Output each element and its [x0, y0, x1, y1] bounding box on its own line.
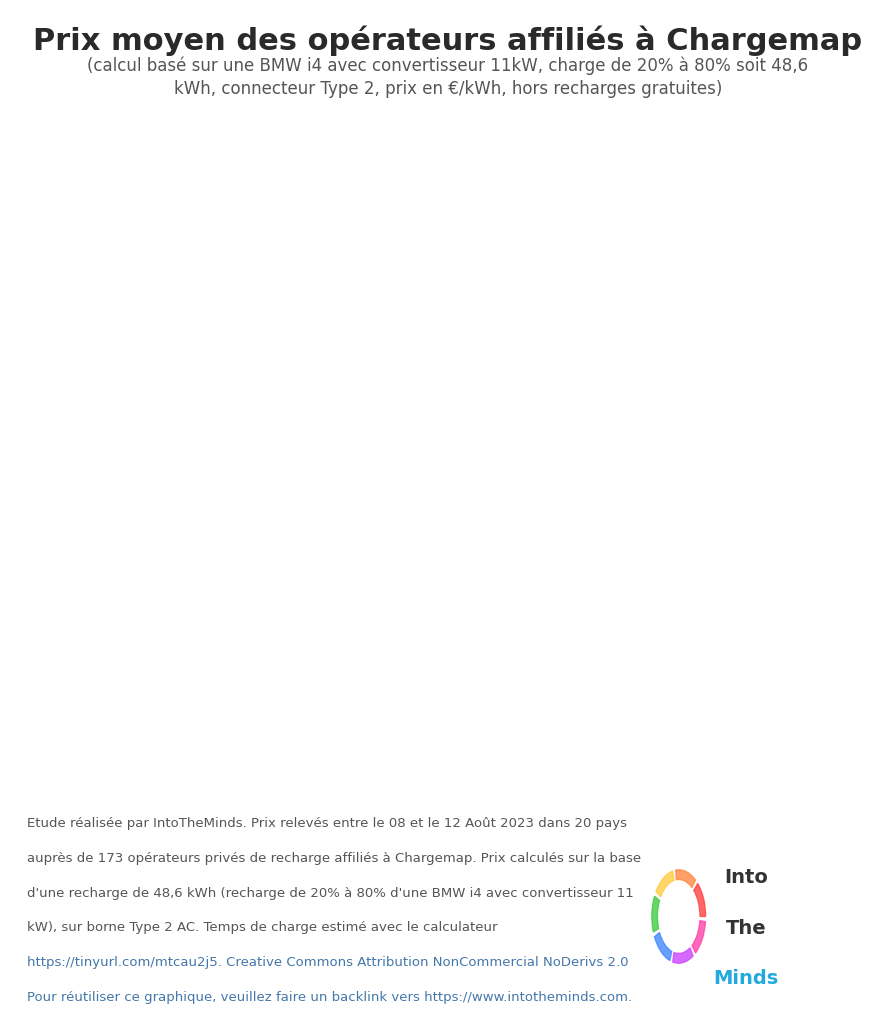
Text: Etude réalisée par IntoTheMinds. Prix relevés entre le 08 et le 12 Août 2023 dan: Etude réalisée par IntoTheMinds. Prix re… — [27, 817, 627, 829]
Text: kW), sur borne Type 2 AC. Temps de charge estimé avec le calculateur: kW), sur borne Type 2 AC. Temps de charg… — [27, 922, 497, 935]
Wedge shape — [692, 921, 705, 953]
Wedge shape — [673, 948, 693, 964]
Wedge shape — [654, 933, 672, 961]
Text: (calcul basé sur une BMW i4 avec convertisseur 11kW, charge de 20% à 80% soit 48: (calcul basé sur une BMW i4 avec convert… — [88, 56, 808, 98]
Text: The: The — [726, 919, 766, 938]
Wedge shape — [656, 871, 674, 897]
Text: auprès de 173 opérateurs privés de recharge affiliés à Chargemap. Prix calculés : auprès de 173 opérateurs privés de recha… — [27, 852, 641, 864]
Text: Into: Into — [724, 868, 768, 887]
Wedge shape — [652, 896, 659, 932]
Text: Pour réutiliser ce graphique, veuillez faire un backlink vers https://www.intoth: Pour réutiliser ce graphique, veuillez f… — [27, 991, 632, 1005]
Text: d'une recharge de 48,6 kWh (recharge de 20% à 80% d'une BMW i4 avec convertisseu: d'une recharge de 48,6 kWh (recharge de … — [27, 887, 633, 899]
Wedge shape — [694, 884, 706, 916]
Text: Prix moyen des opérateurs affiliés à Chargemap: Prix moyen des opérateurs affiliés à Cha… — [33, 26, 863, 56]
Text: Minds: Minds — [713, 970, 779, 988]
Text: https://tinyurl.com/mtcau2j5. Creative Commons Attribution NonCommercial NoDeriv: https://tinyurl.com/mtcau2j5. Creative C… — [27, 956, 628, 970]
Wedge shape — [676, 869, 695, 888]
